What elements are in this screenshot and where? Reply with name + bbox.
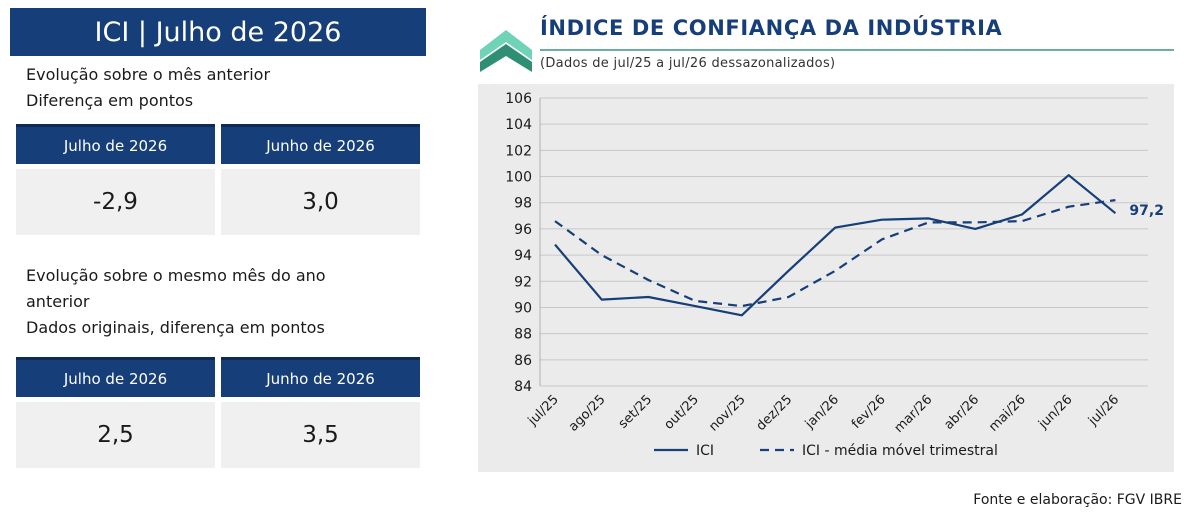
x-tick-label: jul/26	[1085, 392, 1122, 429]
line-chart: 84 86 88 90 92 94 96 98 100 102 104 106 jul/25 ago/2…	[505, 91, 1164, 459]
y-tick-label: 96	[514, 222, 532, 238]
column-header: Junho de 2026	[221, 357, 420, 397]
series-moving-average-line	[554, 199, 1116, 308]
x-tick-label: mai/26	[986, 392, 1029, 435]
section2-line: Evolução sobre o mesmo mês do ano	[26, 266, 326, 285]
title-divider	[540, 49, 1174, 51]
x-tick-label: jul/25	[525, 392, 562, 429]
section1-column-jun: Junho de 2026 3,0	[221, 124, 420, 235]
x-tick-label: nov/25	[706, 392, 748, 434]
x-tick-label: dez/25	[754, 392, 796, 434]
column-header: Julho de 2026	[16, 357, 215, 397]
y-tick-label: 102	[505, 143, 532, 159]
column-value: 3,0	[221, 169, 420, 235]
chart-subtitle: (Dados de jul/25 a jul/26 dessazonalizad…	[540, 56, 836, 71]
x-tick-label: out/25	[661, 392, 701, 432]
chart-background	[478, 84, 1174, 472]
source-note: Fonte e elaboração: FGV IBRE	[973, 492, 1182, 508]
x-tick-label: fev/26	[849, 392, 889, 432]
column-value: 2,5	[16, 402, 215, 468]
summary-panel: ICI | Julho de 2026 Evolução sobre o mês…	[10, 8, 426, 468]
chart-title: ÍNDICE DE CONFIANÇA DA INDÚSTRIA	[540, 16, 1003, 40]
column-value: 3,5	[221, 402, 420, 468]
x-tick-label: set/25	[616, 392, 655, 431]
x-tick-label: ago/25	[566, 392, 608, 434]
section2-column-jul: Julho de 2026 2,5	[16, 357, 215, 468]
y-tick-label: 94	[514, 248, 532, 264]
series-ici-line	[554, 174, 1117, 317]
section1-column-jul: Julho de 2026 -2,9	[16, 124, 215, 235]
section2-line: anterior	[26, 292, 90, 311]
x-axis-ticks: jul/25 ago/25 set/25 out/25 nov/25 dez/25 jan/…	[525, 392, 1122, 436]
x-tick-label: mar/26	[892, 392, 936, 436]
y-tick-label: 106	[505, 91, 532, 107]
y-tick-label: 92	[514, 274, 532, 290]
section2-description: Evolução sobre o mesmo mês do ano anteri…	[10, 263, 426, 341]
y-tick-label: 100	[505, 170, 532, 186]
annotation-layer: 97,2	[1129, 203, 1164, 219]
x-tick-label: jun/26	[1035, 392, 1075, 432]
legend-moving-average-label: ICI - média móvel trimestral	[802, 443, 998, 459]
series-layer	[554, 174, 1117, 317]
column-header: Junho de 2026	[221, 124, 420, 164]
chevron-up-icon	[480, 30, 532, 72]
section2-line: Dados originais, diferença em pontos	[26, 318, 325, 337]
x-tick-label: jan/26	[802, 392, 842, 432]
y-axis-ticks: 84 86 88 90 92 94 96 98 100 102 104 106	[505, 91, 532, 395]
section1-description: Evolução sobre o mês anterior Diferença …	[10, 62, 426, 114]
section1-line: Evolução sobre o mês anterior	[26, 65, 271, 84]
y-tick-label: 98	[514, 196, 532, 212]
panel-title: ICI | Julho de 2026	[10, 8, 426, 56]
y-tick-label: 84	[514, 379, 532, 395]
grid-layer	[539, 97, 1148, 387]
y-tick-label: 86	[514, 353, 532, 369]
legend-ici-label: ICI	[696, 443, 714, 459]
legend: ICI ICI - média móvel trimestral	[654, 443, 998, 459]
last-value-label: 97,2	[1129, 203, 1164, 219]
y-tick-label: 88	[514, 327, 532, 343]
y-tick-label: 104	[505, 117, 532, 133]
column-value: -2,9	[16, 169, 215, 235]
section2-table: Julho de 2026 2,5 Junho de 2026 3,5	[10, 357, 426, 468]
section1-table: Julho de 2026 -2,9 Junho de 2026 3,0	[10, 124, 426, 235]
section2-column-jun: Junho de 2026 3,5	[221, 357, 420, 468]
column-header: Julho de 2026	[16, 124, 215, 164]
section1-line: Diferença em pontos	[26, 91, 194, 110]
x-tick-label: abr/26	[941, 392, 982, 433]
y-tick-label: 90	[514, 300, 532, 316]
